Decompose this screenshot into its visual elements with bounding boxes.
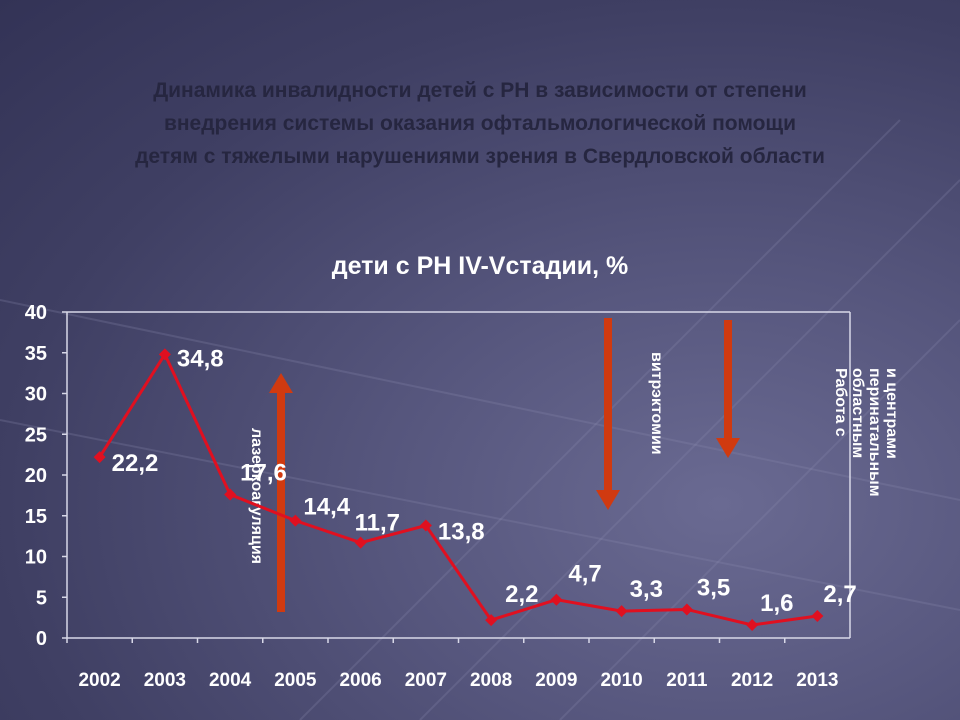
data-label: 2,2 [505, 581, 538, 608]
chart-title: дети с РН IV-Vстадии, % [331, 252, 629, 280]
x-tick-label: 2006 [339, 670, 381, 691]
annotation-perinatal-line: Работа с [832, 368, 849, 437]
y-tick-label: 25 [25, 424, 47, 446]
data-point [224, 488, 237, 501]
annotation-vitrectomy-line: витрэктомии [648, 352, 665, 455]
data-point [680, 603, 693, 616]
x-tick-label: 2009 [535, 670, 577, 691]
annotation-laser: лазеркоагуляция [248, 428, 265, 564]
data-point [485, 614, 498, 627]
data-label: 4,7 [568, 561, 601, 588]
data-point [419, 519, 432, 532]
slide-title: Динамика инвалидности детей с РН в завис… [135, 79, 825, 168]
x-tick-label: 2012 [731, 670, 773, 691]
annotation-vitrectomy: витрэктомии [648, 352, 665, 455]
y-tick-label: 0 [36, 628, 47, 650]
data-label: 3,5 [697, 574, 730, 601]
data-point [158, 348, 171, 361]
arrow-laser-head [269, 373, 293, 393]
arrow-laser-shaft [277, 391, 285, 612]
data-label: 11,7 [355, 510, 400, 537]
data-point [550, 593, 563, 606]
y-tick-label: 40 [25, 302, 47, 324]
arrow-vitrectomy-head [596, 490, 620, 510]
annotation-perinatal-line: перинатальным [866, 368, 883, 497]
data-label: 3,3 [630, 576, 663, 603]
annotation-perinatal: Работа с областным перинатальным и центрами [832, 368, 900, 497]
data-label: 22,2 [112, 450, 159, 477]
x-tick-label: 2003 [144, 670, 186, 691]
data-point [811, 609, 824, 622]
data-label: 2,7 [823, 581, 856, 608]
y-tick-label: 15 [25, 506, 47, 528]
y-tick-label: 35 [25, 343, 47, 365]
x-tick-label: 2013 [796, 670, 838, 691]
data-point [615, 605, 628, 618]
x-tick-label: 2010 [600, 670, 642, 691]
data-label: 17,6 [240, 460, 287, 487]
annotation-perinatal-line: и центрами [883, 368, 900, 459]
y-tick-label: 5 [36, 587, 47, 609]
x-tick-label: 2005 [274, 670, 317, 691]
x-tick-label: 2007 [405, 670, 447, 691]
y-tick-label: 10 [25, 547, 47, 569]
x-tick-label: 2008 [470, 670, 512, 691]
x-tick-label: 2002 [78, 670, 120, 691]
data-point [93, 451, 106, 464]
annotation-laser-line: лазеркоагуляция [248, 428, 265, 564]
data-point [354, 536, 367, 549]
x-tick-label: 2004 [209, 670, 252, 691]
data-label: 34,8 [177, 345, 224, 372]
series-line [98, 351, 818, 627]
data-label: 13,8 [438, 519, 485, 546]
data-point [746, 618, 759, 631]
data-label: 14,4 [303, 494, 350, 521]
arrow-perinatal-head [716, 438, 740, 458]
data-point [289, 514, 302, 527]
annotation-perinatal-line: областным [849, 368, 866, 458]
data-label: 1,6 [760, 590, 793, 617]
arrow-perinatal-shaft [724, 320, 732, 440]
y-tick-label: 20 [25, 465, 47, 487]
arrow-vitrectomy-shaft [604, 318, 612, 492]
x-tick-label: 2011 [666, 670, 708, 691]
y-tick-label: 30 [25, 384, 47, 406]
